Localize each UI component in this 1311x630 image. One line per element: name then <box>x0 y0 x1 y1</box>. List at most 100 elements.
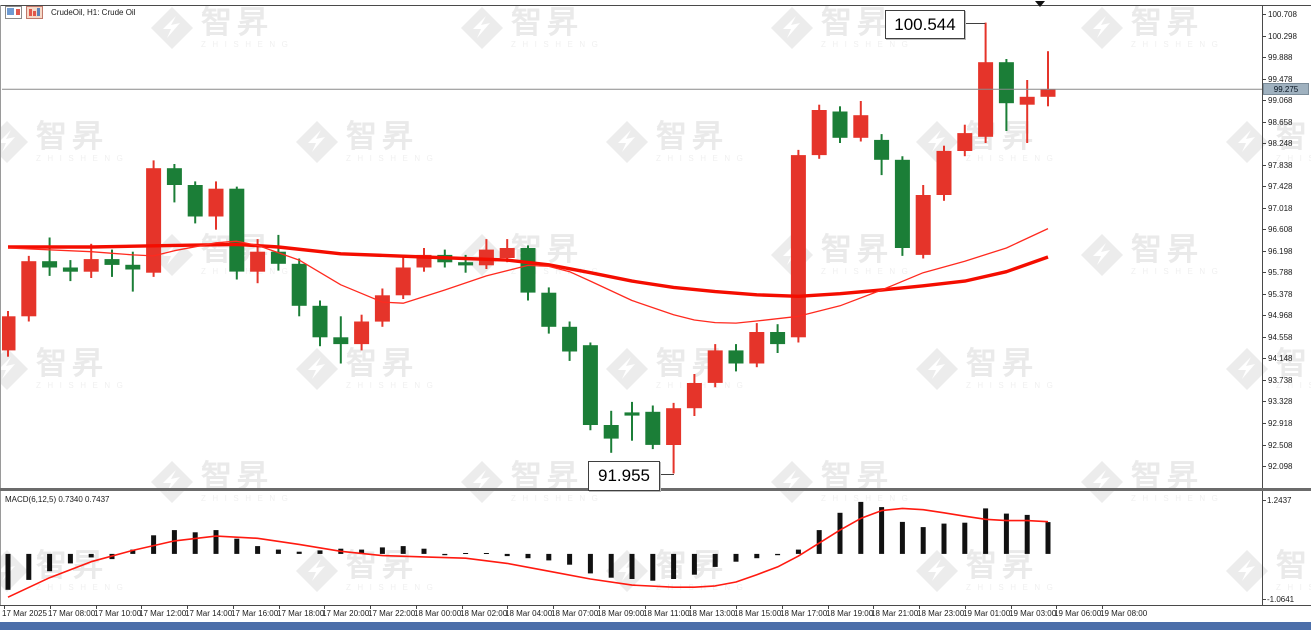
candle-body <box>832 111 848 138</box>
chart-window-icon[interactable] <box>5 6 22 19</box>
macd-histogram-bar <box>941 523 947 554</box>
macd-axis-min-tick <box>1262 599 1266 600</box>
bottom-window-strip <box>0 622 1311 630</box>
price-tick <box>1262 165 1266 166</box>
price-tick <box>1262 100 1266 101</box>
price-chart-canvas[interactable] <box>2 5 1262 488</box>
price-tick <box>1262 122 1266 123</box>
candle-body <box>125 264 141 270</box>
macd-histogram-bar <box>525 553 531 559</box>
time-tick <box>4 605 5 609</box>
time-tick <box>279 605 280 609</box>
macd-histogram-bar <box>67 553 73 564</box>
time-tick <box>690 605 691 609</box>
time-tick-label: 19 Mar 08:00 <box>1100 609 1148 618</box>
time-tick <box>1011 605 1012 609</box>
candle-body <box>21 261 37 317</box>
price-tick-label: 99.478 <box>1268 75 1293 84</box>
time-tick <box>507 605 508 609</box>
time-tick-label: 18 Mar 09:00 <box>597 609 645 618</box>
candle-body <box>458 262 474 266</box>
candle-body <box>250 251 266 272</box>
price-tick <box>1262 36 1266 37</box>
candle-body <box>520 248 536 293</box>
time-axis-line <box>0 605 1311 606</box>
time-tick-label: 18 Mar 19:00 <box>826 609 874 618</box>
price-tick-label: 100.298 <box>1268 32 1297 41</box>
time-tick-label: 17 Mar 08:00 <box>48 609 96 618</box>
time-tick <box>324 605 325 609</box>
candle-body <box>562 326 578 352</box>
price-tick <box>1262 466 1266 467</box>
price-tick-label: 99.068 <box>1268 96 1293 105</box>
candle-body <box>270 251 286 264</box>
candle-body <box>582 345 598 425</box>
price-tick <box>1262 79 1266 80</box>
macd-axis-max: 1.2437 <box>1267 496 1292 505</box>
price-tick <box>1262 423 1266 424</box>
price-tick <box>1262 143 1266 144</box>
macd-histogram-bar <box>192 532 198 554</box>
candle-body <box>603 425 619 439</box>
candle-body <box>208 188 224 217</box>
price-tick-label: 94.148 <box>1268 354 1293 363</box>
candlestick-chart-icon[interactable] <box>26 6 43 19</box>
macd-indicator-label: MACD(6,12,5) 0.7340 0.7437 <box>5 495 110 504</box>
price-tick <box>1262 272 1266 273</box>
macd-histogram-bar <box>47 553 53 572</box>
macd-histogram-bar <box>1045 522 1051 554</box>
price-tick <box>1262 337 1266 338</box>
price-tick-label: 96.198 <box>1268 247 1293 256</box>
price-annotation-high[interactable]: 100.544 <box>885 10 965 39</box>
macd-histogram-bar <box>1024 514 1030 554</box>
candle-body <box>790 155 806 338</box>
chart-header: CrudeOil, H1: Crude Oil <box>5 6 135 19</box>
time-tick <box>1102 605 1103 609</box>
macd-histogram-bar <box>608 553 614 578</box>
candle-body <box>333 337 349 345</box>
macd-histogram-bar <box>151 535 157 554</box>
time-tick <box>187 605 188 609</box>
time-tick-label: 18 Mar 23:00 <box>917 609 965 618</box>
macd-histogram-bar <box>962 522 968 554</box>
price-tick-label: 99.888 <box>1268 53 1293 62</box>
time-tick-label: 17 Mar 12:00 <box>139 609 187 618</box>
macd-histogram-bar <box>317 550 323 554</box>
time-tick <box>370 605 371 609</box>
macd-axis-max-tick <box>1262 500 1266 501</box>
time-axis[interactable]: 17 Mar 2025 17 Mar 08:00 17 Mar 10:00 17 Ma… <box>0 605 1311 621</box>
price-tick <box>1262 445 1266 446</box>
candle-body <box>998 62 1014 104</box>
time-tick <box>965 605 966 609</box>
macd-histogram-bar <box>629 553 635 579</box>
price-tick <box>1262 229 1266 230</box>
macd-histogram-bar <box>650 553 656 581</box>
time-tick <box>736 605 737 609</box>
price-tick <box>1262 208 1266 209</box>
macd-histogram-bar <box>546 553 552 561</box>
macd-histogram-bar <box>213 530 219 554</box>
price-axis[interactable]: 100.708 100.298 99.888 99.478 99.068 98.658 98… <box>1262 0 1311 606</box>
time-tick <box>645 605 646 609</box>
macd-histogram-bar <box>754 553 760 559</box>
price-tick <box>1262 14 1266 15</box>
time-tick <box>599 605 600 609</box>
price-tick <box>1262 380 1266 381</box>
macd-histogram-bar <box>400 546 406 554</box>
macd-histogram-bar <box>775 553 781 556</box>
chart-shift-marker-icon[interactable] <box>1035 1 1045 7</box>
macd-histogram-bar <box>1003 513 1009 554</box>
candle-body <box>2 316 16 351</box>
macd-histogram-bar <box>463 553 469 554</box>
annotation-high-connector <box>963 23 985 24</box>
time-tick <box>919 605 920 609</box>
candle-body <box>291 263 307 306</box>
macd-histogram-bar <box>691 553 697 575</box>
price-tick-label: 94.968 <box>1268 311 1293 320</box>
macd-canvas[interactable] <box>2 492 1262 604</box>
price-annotation-low[interactable]: 91.955 <box>588 461 660 491</box>
price-tick <box>1262 401 1266 402</box>
macd-histogram-bar <box>88 553 94 558</box>
ma-slow-line <box>8 242 1049 298</box>
time-tick-label: 17 Mar 18:00 <box>277 609 325 618</box>
